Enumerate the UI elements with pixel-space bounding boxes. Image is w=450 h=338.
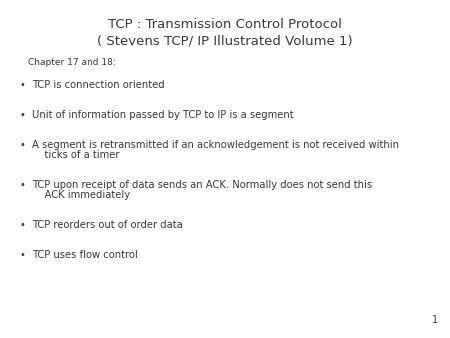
Text: •: • bbox=[19, 110, 25, 120]
Text: •: • bbox=[19, 80, 25, 90]
Text: Chapter 17 and 18:: Chapter 17 and 18: bbox=[28, 58, 116, 67]
Text: •: • bbox=[19, 180, 25, 190]
Text: TCP upon receipt of data sends an ACK. Normally does not send this: TCP upon receipt of data sends an ACK. N… bbox=[32, 180, 372, 190]
Text: ticks of a timer: ticks of a timer bbox=[32, 150, 120, 160]
Text: Unit of information passed by TCP to IP is a segment: Unit of information passed by TCP to IP … bbox=[32, 110, 293, 120]
Text: ( Stevens TCP/ IP Illustrated Volume 1): ( Stevens TCP/ IP Illustrated Volume 1) bbox=[97, 34, 353, 47]
Text: TCP uses flow control: TCP uses flow control bbox=[32, 250, 138, 260]
Text: ACK immediately: ACK immediately bbox=[32, 190, 130, 200]
Text: TCP is connection oriented: TCP is connection oriented bbox=[32, 80, 165, 90]
Text: •: • bbox=[19, 250, 25, 260]
Text: TCP : Transmission Control Protocol: TCP : Transmission Control Protocol bbox=[108, 18, 342, 31]
Text: 1: 1 bbox=[432, 315, 438, 325]
Text: A segment is retransmitted if an acknowledgement is not received within: A segment is retransmitted if an acknowl… bbox=[32, 140, 399, 150]
Text: •: • bbox=[19, 220, 25, 230]
Text: •: • bbox=[19, 140, 25, 150]
Text: TCP reorders out of order data: TCP reorders out of order data bbox=[32, 220, 183, 230]
